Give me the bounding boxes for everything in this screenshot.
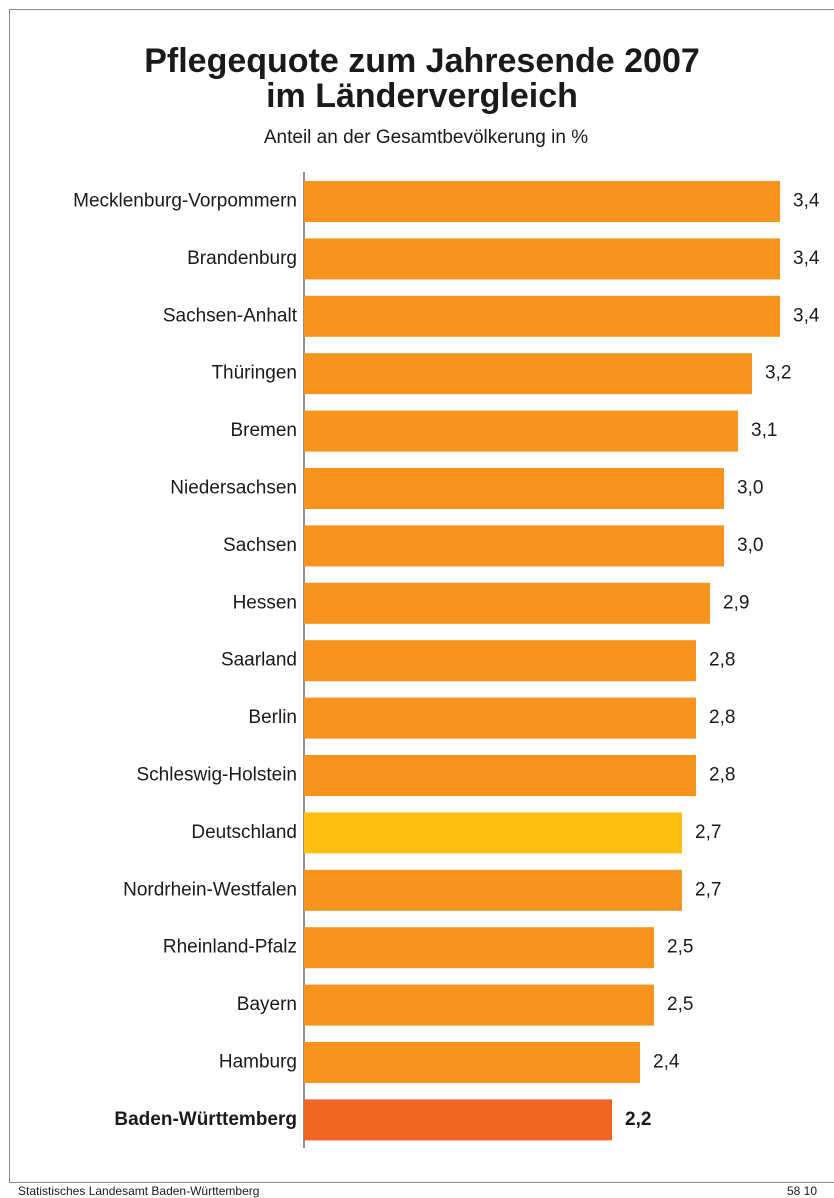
value-label: 3,2 [765, 363, 791, 384]
bar [304, 755, 696, 796]
bar [304, 1042, 640, 1083]
chart-code: 58 10 [787, 1184, 817, 1198]
bar [304, 984, 654, 1026]
category-label: Sachsen-Anhalt [163, 305, 298, 326]
bar [304, 697, 696, 739]
bar [304, 238, 780, 280]
category-label: Bremen [230, 420, 297, 441]
value-label: 3,4 [793, 305, 820, 326]
bar [304, 927, 654, 969]
bar [304, 640, 696, 682]
source: Statistisches Landesamt Baden-Württember… [18, 1184, 259, 1198]
category-label: Baden-Württemberg [114, 1109, 297, 1130]
bar [304, 525, 724, 567]
category-label: Deutschland [191, 822, 297, 843]
value-label: 2,7 [695, 822, 721, 843]
category-label: Brandenburg [187, 248, 297, 269]
chart-title: im Ländervergleich [266, 77, 578, 115]
value-label: 2,5 [667, 937, 693, 958]
bar [304, 468, 724, 509]
value-label: 2,8 [709, 650, 735, 671]
bar [304, 582, 710, 624]
category-label: Hessen [233, 592, 297, 613]
value-label: 2,4 [653, 1052, 680, 1073]
value-label: 2,8 [709, 765, 735, 786]
value-label: 3,1 [751, 420, 777, 441]
category-label: Mecklenburg-Vorpommern [73, 191, 297, 212]
value-label: 3,4 [793, 191, 820, 212]
value-label: 2,7 [695, 879, 721, 900]
category-label: Saarland [221, 650, 297, 671]
bar [304, 410, 738, 452]
bar [304, 295, 780, 337]
category-label: Niedersachsen [170, 478, 297, 499]
bar [304, 812, 682, 854]
category-label: Schleswig-Holstein [136, 765, 297, 786]
category-label: Nordrhein-Westfalen [123, 879, 297, 900]
bar [304, 353, 752, 395]
category-label: Thüringen [211, 363, 297, 384]
value-label: 2,5 [667, 994, 693, 1015]
value-label: 2,9 [723, 592, 749, 613]
value-label: 3,0 [737, 478, 763, 499]
bar [304, 181, 780, 222]
chart-title: Pflegequote zum Jahresende 2007 [144, 42, 700, 80]
value-label: 3,0 [737, 535, 763, 556]
category-label: Berlin [248, 707, 297, 728]
value-label: 2,2 [625, 1109, 651, 1130]
category-label: Rheinland-Pfalz [163, 937, 297, 958]
bar [304, 1099, 612, 1141]
value-label: 2,8 [709, 707, 735, 728]
value-label: 3,4 [793, 248, 820, 269]
bar [304, 869, 682, 911]
category-label: Hamburg [219, 1052, 297, 1073]
category-label: Sachsen [223, 535, 297, 556]
category-label: Bayern [237, 994, 297, 1015]
chart-subtitle: Anteil an der Gesamtbevölkerung in % [264, 127, 588, 148]
